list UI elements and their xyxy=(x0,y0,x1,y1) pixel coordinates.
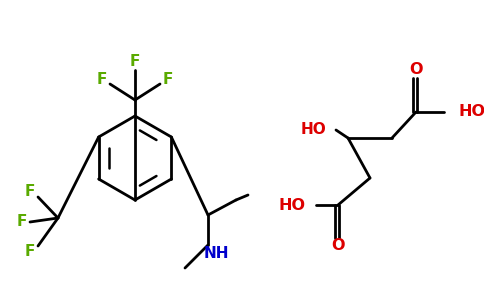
Text: F: F xyxy=(97,73,107,88)
Text: HO: HO xyxy=(458,104,484,119)
Text: F: F xyxy=(17,214,27,230)
Text: O: O xyxy=(409,62,423,77)
Text: F: F xyxy=(25,184,35,200)
Text: NH: NH xyxy=(203,247,229,262)
Text: O: O xyxy=(331,238,345,253)
Text: HO: HO xyxy=(279,197,306,212)
Text: HO: HO xyxy=(300,122,326,137)
Text: F: F xyxy=(130,55,140,70)
Text: F: F xyxy=(163,73,173,88)
Text: F: F xyxy=(25,244,35,260)
